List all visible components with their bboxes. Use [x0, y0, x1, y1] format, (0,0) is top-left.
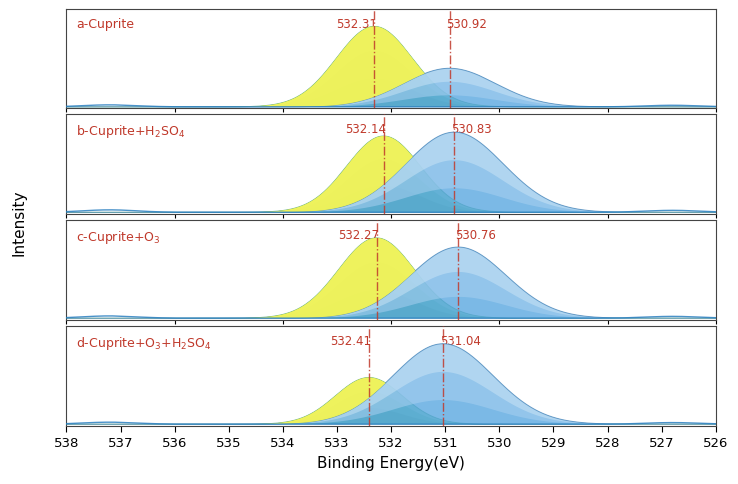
- Text: 530.76: 530.76: [455, 228, 496, 242]
- Text: 532.41: 532.41: [330, 334, 371, 347]
- Text: 532.14: 532.14: [345, 123, 386, 136]
- Text: 532.27: 532.27: [338, 228, 379, 242]
- Text: Intensity: Intensity: [11, 189, 26, 256]
- Text: d-Cuprite+O$_3$+H$_2$SO$_4$: d-Cuprite+O$_3$+H$_2$SO$_4$: [76, 334, 212, 351]
- Text: 530.92: 530.92: [446, 17, 487, 30]
- X-axis label: Binding Energy(eV): Binding Energy(eV): [317, 455, 465, 470]
- Text: 530.83: 530.83: [451, 123, 492, 136]
- Text: b-Cuprite+H$_2$SO$_4$: b-Cuprite+H$_2$SO$_4$: [76, 123, 185, 140]
- Text: a-Cuprite: a-Cuprite: [76, 17, 134, 30]
- Text: c-Cuprite+O$_3$: c-Cuprite+O$_3$: [76, 229, 161, 246]
- Text: 532.31: 532.31: [336, 17, 376, 30]
- Text: 531.04: 531.04: [440, 334, 480, 347]
